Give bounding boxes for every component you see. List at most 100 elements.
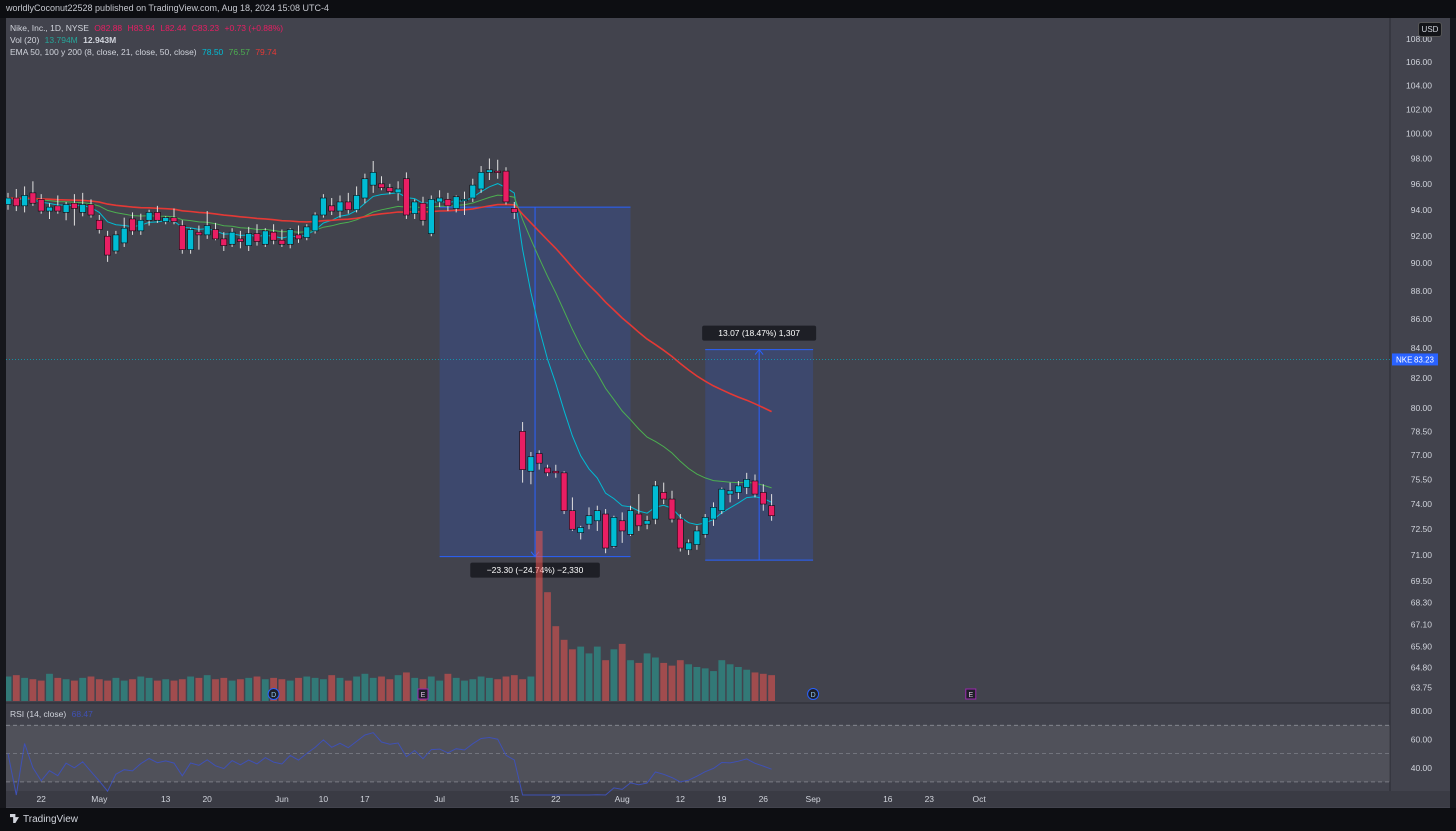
candle-body xyxy=(145,212,153,221)
measure-label: 13.07 (18.47%) 1,307 xyxy=(718,328,800,338)
time-tick-label: May xyxy=(91,794,108,804)
volume-bar xyxy=(668,665,676,701)
volume-bar xyxy=(701,668,709,701)
candle-body xyxy=(444,199,452,207)
volume-bar xyxy=(303,676,311,701)
rsi-label: RSI (14, close) xyxy=(10,709,67,719)
time-tick-label: 13 xyxy=(161,794,171,804)
ema-mid-line xyxy=(7,194,772,489)
volume-bar xyxy=(12,675,20,701)
volume-bar xyxy=(710,671,717,701)
volume-bar xyxy=(62,679,70,701)
event-marker-label: E xyxy=(421,692,426,699)
candle-body xyxy=(54,205,62,212)
volume-bar xyxy=(635,662,643,701)
time-tick-label: Oct xyxy=(972,794,986,804)
time-tick-label: 17 xyxy=(360,794,370,804)
last-price-tag xyxy=(1392,353,1438,366)
volume-bar xyxy=(610,649,618,701)
candle-body xyxy=(162,217,169,222)
rsi-tick-label: 40.00 xyxy=(1411,763,1433,773)
candle-body xyxy=(170,217,178,222)
candle-body xyxy=(195,231,203,236)
candle-body xyxy=(751,480,759,495)
volume-bar xyxy=(718,660,726,701)
earnings-marker xyxy=(965,688,977,700)
candle-body xyxy=(718,488,726,512)
volume-bar xyxy=(71,680,78,701)
ohlc-close-label: C xyxy=(191,23,198,33)
volume-bar xyxy=(95,679,103,701)
candle-body xyxy=(96,219,103,230)
volume-bar xyxy=(676,660,684,701)
candle-body xyxy=(610,517,618,547)
volume-bar xyxy=(544,592,551,701)
time-tick-label: 22 xyxy=(36,794,46,804)
candle-body xyxy=(452,196,460,209)
time-tick-label: 26 xyxy=(759,794,769,804)
measure-label-background xyxy=(702,325,817,341)
volume-bar xyxy=(320,679,327,701)
volume-bar xyxy=(261,679,269,701)
candle-body xyxy=(137,219,145,232)
candle-body xyxy=(361,178,369,199)
candle-body xyxy=(743,479,751,488)
price-tick-label: 75.50 xyxy=(1411,474,1433,484)
candle-body xyxy=(560,472,568,512)
candle-body xyxy=(735,485,742,493)
candle-body xyxy=(79,204,86,213)
volume-bar xyxy=(527,676,535,701)
volume-bar xyxy=(751,672,759,701)
volume-bar xyxy=(212,679,219,701)
volume-bar xyxy=(569,649,576,701)
price-tick-label: 77.00 xyxy=(1411,450,1433,460)
volume-bar xyxy=(436,680,443,701)
volume-bar xyxy=(403,672,410,701)
time-tick-label: 10 xyxy=(319,794,329,804)
currency-button[interactable]: USD xyxy=(1418,22,1442,37)
volume-bar xyxy=(452,677,460,701)
candle-body xyxy=(303,226,311,238)
price-tick-label: 98.00 xyxy=(1411,153,1433,163)
volume-bar xyxy=(228,680,236,701)
ema-mid-value: 76.57 xyxy=(228,47,250,57)
volume-bar xyxy=(137,676,145,701)
publish-header: worldlyCoconut22528 published on Trading… xyxy=(0,0,1456,18)
volume-bar xyxy=(178,679,186,701)
candlestick-chart[interactable]: 108.00 106.00 104.00 102.00 100.00 98.00 96.00… xyxy=(6,18,1450,808)
symbol-tag: NKE xyxy=(1396,355,1412,364)
rsi-band xyxy=(6,725,1390,782)
volume-bar xyxy=(369,677,377,701)
volume-bar xyxy=(386,679,394,701)
candle-body xyxy=(245,233,252,246)
time-tick-label: 20 xyxy=(202,794,212,804)
event-marker-label: D xyxy=(271,692,276,699)
candle-body xyxy=(643,520,651,525)
candle-body xyxy=(203,225,211,236)
candle-body xyxy=(768,505,775,517)
candle-body xyxy=(685,542,692,551)
ohlc-close: 83.23 xyxy=(197,23,220,33)
candle-body xyxy=(29,192,37,204)
candle-body xyxy=(668,498,676,520)
price-tick-label: 96.00 xyxy=(1411,179,1433,189)
time-tick-label: Aug xyxy=(615,794,630,804)
volume-bar xyxy=(295,677,302,701)
volume-bar xyxy=(735,667,742,701)
volume-bar xyxy=(195,677,203,701)
event-marker-label: E xyxy=(968,692,973,699)
volume-bar xyxy=(560,639,568,701)
price-tick-label: 82.00 xyxy=(1411,373,1433,383)
candle-body xyxy=(693,530,701,545)
candle-body xyxy=(278,239,286,245)
candle-body xyxy=(577,527,585,533)
candle-body xyxy=(602,513,609,549)
candle-body xyxy=(627,510,634,535)
candle-body xyxy=(179,225,186,250)
volume-bar xyxy=(120,680,128,701)
measure-arrow-head xyxy=(754,348,764,355)
price-tick-label: 106.00 xyxy=(1406,57,1432,67)
candle-body xyxy=(336,201,344,212)
volume-bar xyxy=(759,673,767,701)
chart-area[interactable]: 108.00 106.00 104.00 102.00 100.00 98.00 96.00… xyxy=(6,18,1450,808)
